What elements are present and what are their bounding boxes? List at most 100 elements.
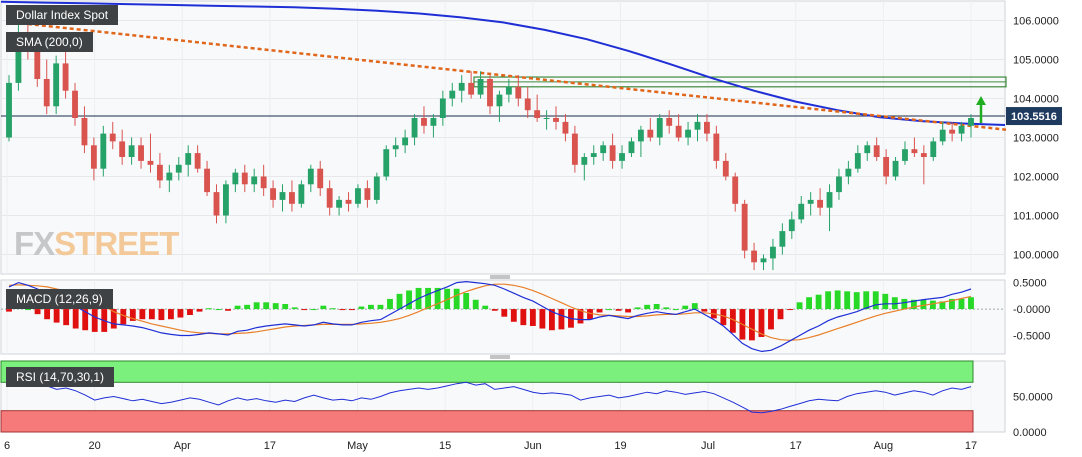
candle-body xyxy=(600,145,607,154)
macd-histogram-bar xyxy=(310,309,317,311)
candle-body xyxy=(628,141,635,154)
candle-body xyxy=(817,199,824,208)
price-badge-label: 103.5516 xyxy=(1011,111,1057,123)
candle-body xyxy=(883,157,890,177)
candle-body xyxy=(845,168,852,177)
candle-body xyxy=(694,121,701,130)
macd-histogram-bar xyxy=(844,291,851,310)
candle-body xyxy=(741,203,748,251)
candle-body xyxy=(364,188,371,200)
macd-histogram-bar xyxy=(263,302,270,310)
candle-body xyxy=(336,199,343,208)
rsi-y-tick: 0.0000 xyxy=(1013,427,1047,439)
candle-body xyxy=(647,129,654,138)
macd-histogram-bar xyxy=(215,309,222,311)
macd-histogram-bar xyxy=(749,309,755,341)
macd-histogram-bar xyxy=(63,309,70,326)
macd-histogram-bar xyxy=(291,307,298,310)
candle-body xyxy=(72,90,78,118)
candle-body xyxy=(175,164,182,173)
candle-body xyxy=(213,192,220,216)
candle-body xyxy=(524,98,531,111)
candle-body xyxy=(534,110,541,118)
macd-histogram-bar xyxy=(796,302,803,310)
rsi-line xyxy=(8,378,972,414)
candle-body xyxy=(34,51,41,79)
macd-histogram-bar xyxy=(872,291,879,310)
candle-body xyxy=(487,79,493,107)
macd-histogram-bar xyxy=(901,298,908,310)
candle-body xyxy=(836,176,842,193)
candle-body xyxy=(241,172,248,185)
candle-body xyxy=(703,121,710,134)
macd-histogram-bar xyxy=(91,309,98,332)
macd-histogram-bar xyxy=(177,309,184,318)
macd-histogram-bar xyxy=(482,305,489,310)
macd-histogram-bar xyxy=(234,305,241,310)
macd-histogram-bar xyxy=(625,309,632,313)
x-tick-label: Jun xyxy=(524,440,542,452)
x-tick-label: 19 xyxy=(614,440,626,452)
candle-body xyxy=(411,118,418,138)
candle-body xyxy=(798,203,805,220)
rsi-overbought-zone xyxy=(0,360,974,383)
macd-histogram-bar xyxy=(939,301,946,310)
candle-body xyxy=(571,133,578,165)
price-y-tick: 105.0000 xyxy=(1013,55,1059,67)
macd-histogram-bar xyxy=(139,309,146,320)
x-tick-label: 15 xyxy=(439,440,451,452)
macd-histogram-bar xyxy=(663,307,670,310)
price-y-tick: 106.0000 xyxy=(1013,16,1059,28)
macd-histogram-bar xyxy=(510,309,517,322)
macd-histogram-bar xyxy=(825,291,832,310)
macd-histogram-bar xyxy=(863,291,870,310)
candle-body xyxy=(496,94,503,107)
macd-histogram-bar xyxy=(910,299,917,310)
macd-histogram-bar xyxy=(806,297,813,310)
candle-body xyxy=(109,133,116,142)
macd-histogram-bar xyxy=(329,308,336,310)
macd-y-tick: -0.5000 xyxy=(1013,331,1050,343)
x-tick-label: 17 xyxy=(264,440,276,452)
candle-body xyxy=(15,36,22,83)
candle-body xyxy=(892,160,899,177)
candle-body xyxy=(685,129,691,138)
candle-body xyxy=(666,118,673,126)
macd-histogram-bar xyxy=(653,303,660,310)
x-tick-label: Apr xyxy=(174,440,191,452)
macd-histogram-bar xyxy=(815,294,822,310)
x-tick-label: Aug xyxy=(874,440,894,452)
macd-histogram-bar xyxy=(787,309,793,311)
macd-histogram-bar xyxy=(577,309,584,324)
candle-body xyxy=(864,145,871,154)
macd-histogram-bar xyxy=(672,309,679,311)
macd-histogram-bar xyxy=(158,309,165,321)
macd-histogram-bar xyxy=(834,290,841,310)
candle-body xyxy=(138,145,144,161)
x-tick-label: 17 xyxy=(790,440,802,452)
candle-body xyxy=(732,176,739,204)
candle-body xyxy=(656,118,663,138)
candle-body xyxy=(477,79,484,95)
macd-histogram-bar xyxy=(758,309,765,337)
candle-body xyxy=(468,82,475,95)
macd-histogram-bar xyxy=(596,309,603,313)
candle-body xyxy=(930,141,937,157)
candle-body xyxy=(383,149,390,177)
macd-histogram-bar xyxy=(82,309,89,331)
rsi-y-tick: 50.0000 xyxy=(1013,392,1053,404)
macd-histogram-bar xyxy=(891,297,898,310)
sma-label: SMA (200,0) xyxy=(6,32,93,52)
macd-histogram-bar xyxy=(406,290,412,310)
macd-histogram-bar xyxy=(206,308,212,310)
macd-histogram-bar xyxy=(72,309,79,329)
candle-body xyxy=(81,118,88,146)
x-tick-label: 17 xyxy=(965,440,977,452)
macd-histogram-bar xyxy=(434,287,441,310)
candle-body xyxy=(62,63,69,91)
candle-body xyxy=(713,133,720,161)
candle-body xyxy=(194,153,201,169)
candle-body xyxy=(826,192,833,208)
candle-body xyxy=(939,129,946,142)
candle-body xyxy=(345,199,352,204)
